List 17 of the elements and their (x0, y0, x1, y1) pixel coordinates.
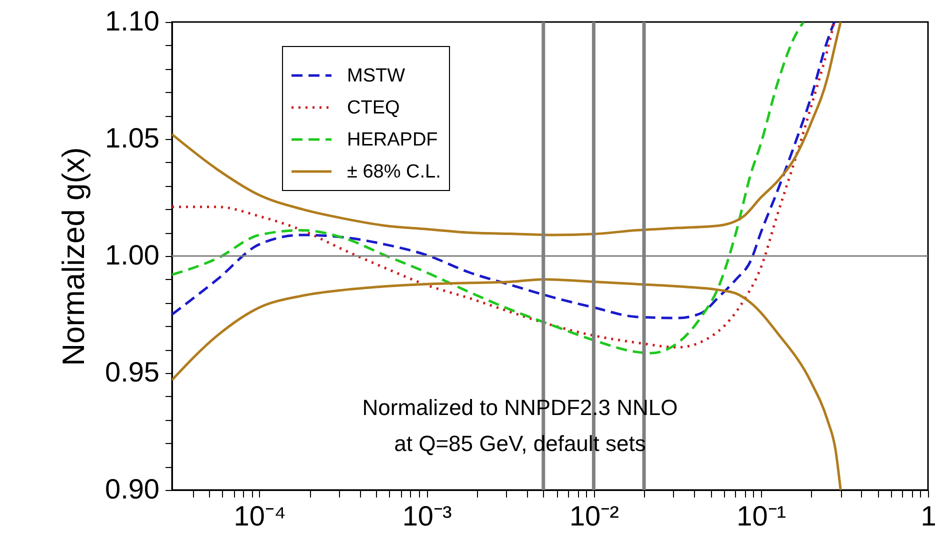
legend-label: ± 68% C.L. (347, 162, 441, 182)
annotation: at Q=85 GeV, default sets (394, 431, 646, 456)
x-tick-label: 10⁻⁴ (234, 500, 286, 532)
y-tick-label: 0.90 (105, 474, 160, 504)
y-tick-label: 1.00 (105, 240, 160, 270)
y-tick-label: 1.10 (105, 6, 160, 36)
x-tick-label: 10⁻³ (402, 500, 452, 532)
y-axis-title: Normalized g(x) (56, 147, 92, 366)
legend-label: CTEQ (347, 98, 400, 118)
y-tick-label: 0.95 (105, 356, 160, 388)
annotation: Normalized to NNPDF2.3 NNLO (362, 395, 678, 420)
legend-label: HERAPDF (347, 130, 438, 150)
y-tick-label: 1.05 (105, 122, 160, 154)
x-tick-label: 1 (920, 500, 936, 532)
x-tick-label: 10⁻² (569, 500, 619, 532)
x-tick-label: 10⁻¹ (736, 500, 786, 532)
legend-label: MSTW (347, 66, 406, 86)
